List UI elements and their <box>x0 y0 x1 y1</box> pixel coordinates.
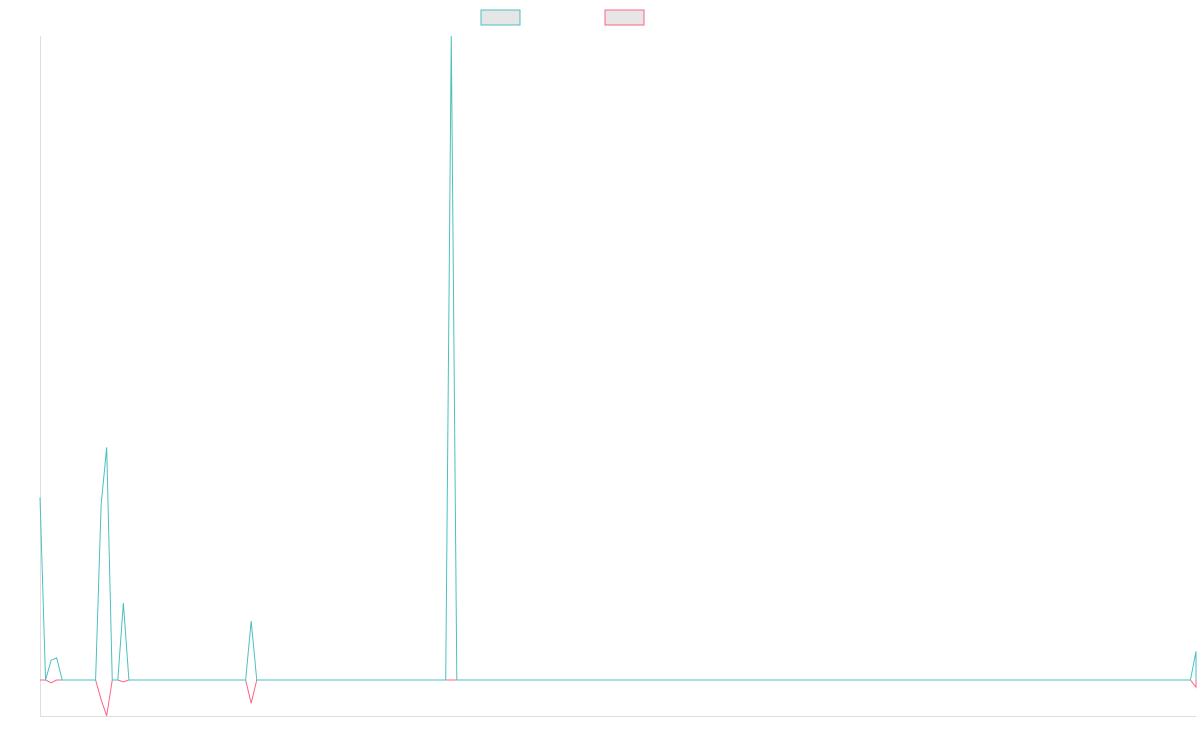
legend <box>480 9 645 26</box>
series-line-0[interactable] <box>39 35 1197 681</box>
series-layer <box>39 35 1197 716</box>
legend-swatch-series-0[interactable] <box>480 9 521 26</box>
legend-swatch-series-1[interactable] <box>604 9 645 26</box>
axes <box>40 36 1196 717</box>
series-line-1[interactable] <box>40 679 1197 716</box>
